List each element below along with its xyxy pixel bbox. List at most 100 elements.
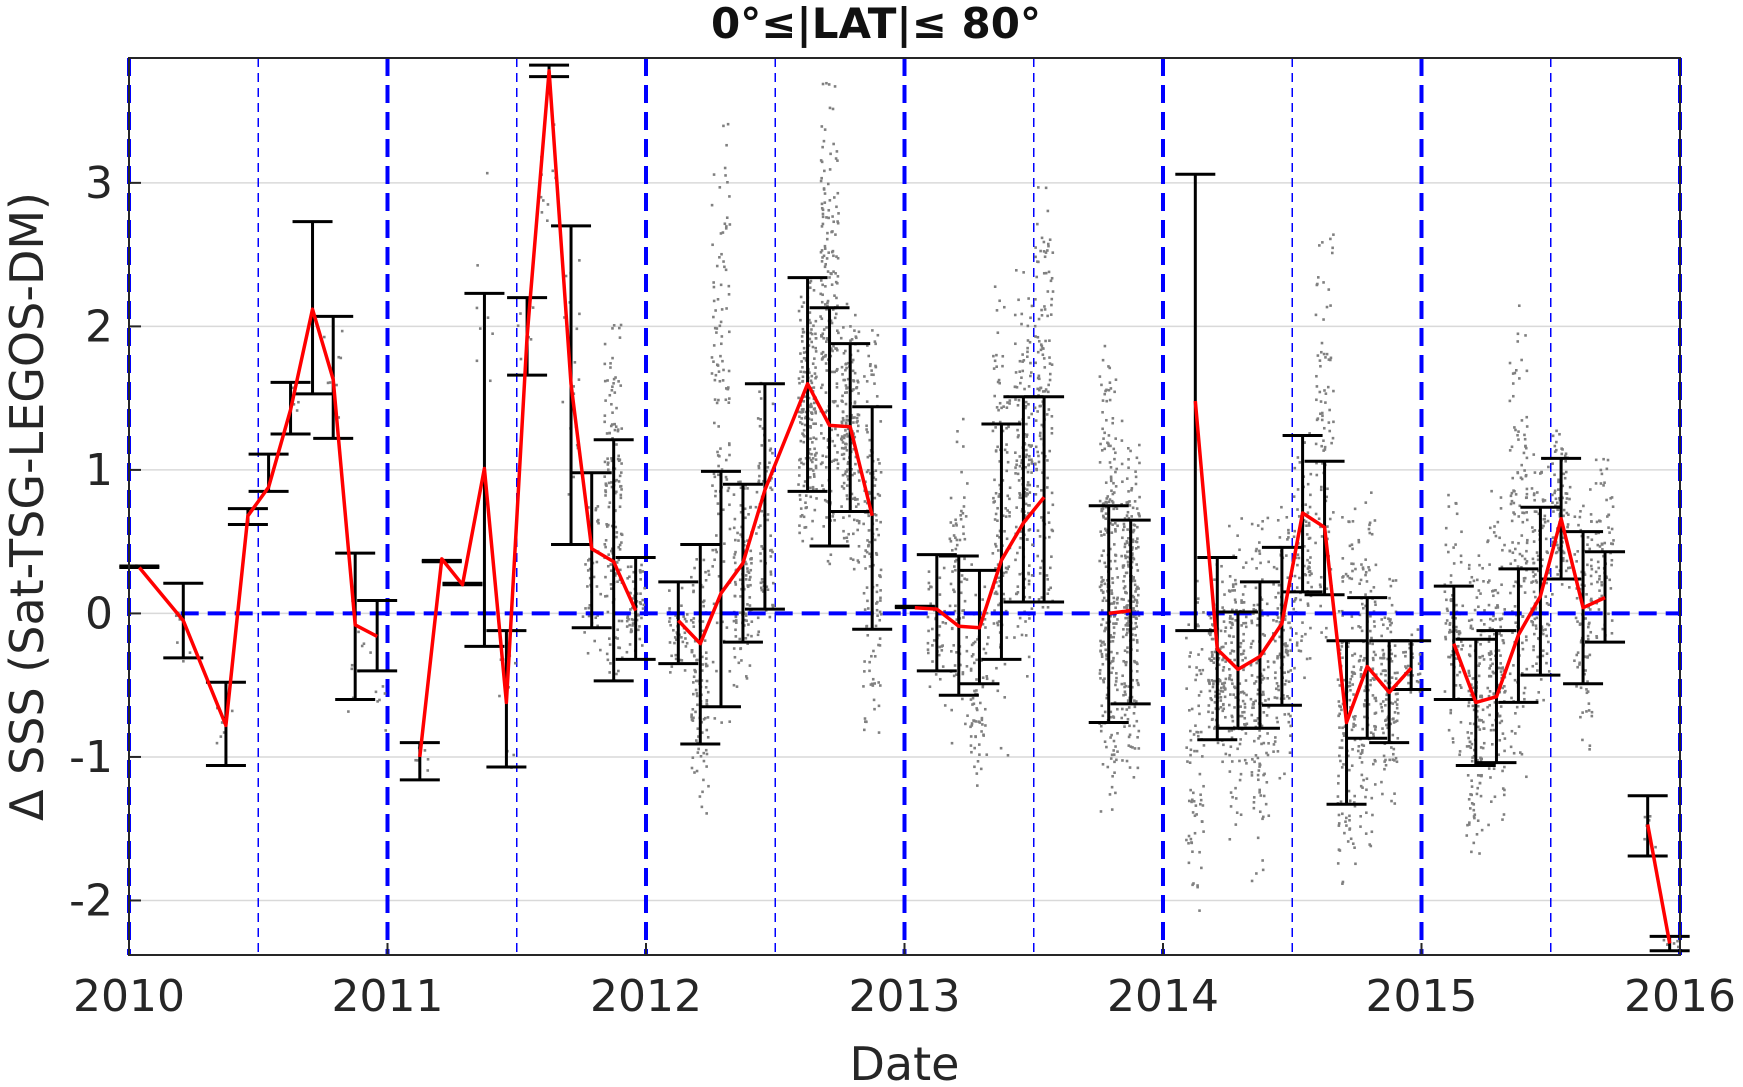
data-point	[865, 586, 869, 589]
data-point	[1590, 582, 1593, 586]
data-point	[1337, 774, 1340, 778]
data-point	[1348, 799, 1352, 803]
data-point	[759, 397, 763, 400]
data-point	[1359, 654, 1363, 658]
data-point	[1287, 720, 1291, 724]
data-point	[617, 646, 620, 649]
data-point	[873, 655, 877, 658]
data-point	[1350, 543, 1354, 547]
data-point	[1189, 753, 1192, 757]
data-point	[1191, 883, 1194, 887]
data-point	[1351, 626, 1354, 630]
data-point	[1287, 712, 1290, 716]
data-point	[1112, 507, 1115, 511]
data-point	[1101, 599, 1105, 603]
data-point	[823, 498, 827, 502]
data-point	[727, 401, 731, 404]
data-point	[681, 640, 685, 644]
data-point	[1445, 607, 1449, 611]
data-point	[1020, 461, 1023, 465]
data-point	[845, 442, 848, 446]
data-point	[1448, 655, 1452, 659]
data-point	[609, 587, 613, 591]
data-point	[700, 731, 704, 734]
data-point	[1040, 308, 1043, 312]
data-point	[1342, 575, 1345, 578]
data-point	[867, 529, 871, 532]
data-point	[1137, 683, 1140, 687]
data-point	[609, 362, 612, 365]
data-point	[760, 578, 764, 581]
data-point	[1405, 666, 1408, 670]
data-point	[980, 659, 983, 663]
data-point	[825, 516, 828, 519]
data-point	[1111, 639, 1115, 643]
data-point	[1554, 448, 1558, 452]
data-point	[951, 570, 954, 573]
data-point	[1101, 762, 1105, 766]
data-point	[1126, 510, 1130, 514]
data-point	[1293, 574, 1297, 578]
data-point	[867, 354, 871, 358]
data-point	[1510, 499, 1514, 503]
data-point	[692, 617, 696, 620]
data-point	[1337, 700, 1341, 703]
data-point	[1128, 504, 1132, 507]
data-point	[1211, 653, 1214, 657]
data-point	[1110, 650, 1113, 654]
data-point	[610, 423, 614, 426]
data-point	[1525, 369, 1529, 373]
data-point	[1285, 515, 1289, 519]
data-point	[1353, 804, 1357, 808]
data-point	[970, 750, 973, 754]
data-point	[1459, 640, 1463, 643]
data-point	[609, 366, 612, 369]
data-point	[809, 424, 812, 428]
data-point	[599, 592, 603, 596]
data-point	[1508, 449, 1512, 452]
data-point	[836, 304, 839, 308]
data-point	[1479, 619, 1483, 622]
data-point	[1210, 650, 1214, 654]
data-point	[1534, 579, 1538, 582]
data-point	[874, 478, 878, 481]
data-point	[970, 724, 974, 727]
data-point	[872, 698, 876, 702]
data-point	[1304, 520, 1308, 523]
data-point	[808, 318, 811, 322]
data-point	[1042, 250, 1046, 253]
data-point	[1101, 591, 1105, 595]
data-point	[1025, 488, 1029, 491]
data-point	[802, 400, 805, 403]
data-point	[857, 413, 861, 417]
data-point	[1285, 554, 1288, 557]
data-point	[963, 557, 966, 561]
data-point	[712, 315, 715, 319]
data-point	[1198, 669, 1202, 672]
data-point	[1476, 725, 1480, 729]
data-point	[1103, 533, 1106, 536]
data-point	[1499, 654, 1502, 657]
data-point	[607, 505, 611, 509]
data-point	[1001, 429, 1005, 433]
data-point	[546, 219, 549, 222]
data-point	[1350, 577, 1354, 581]
data-point	[1489, 728, 1493, 732]
data-point	[725, 216, 729, 220]
data-point	[1395, 706, 1399, 710]
data-point	[690, 766, 694, 770]
data-point	[810, 452, 813, 456]
data-point	[369, 651, 372, 654]
data-point	[1111, 421, 1114, 425]
data-point	[851, 558, 855, 562]
data-point	[1532, 590, 1536, 594]
data-point	[1222, 743, 1225, 747]
data-point	[1499, 496, 1503, 499]
data-point	[1501, 548, 1504, 552]
data-point	[1192, 733, 1196, 736]
data-point	[1252, 796, 1256, 799]
data-point	[833, 518, 836, 522]
data-point	[970, 643, 974, 647]
data-point	[872, 649, 875, 653]
data-point	[1110, 489, 1113, 493]
